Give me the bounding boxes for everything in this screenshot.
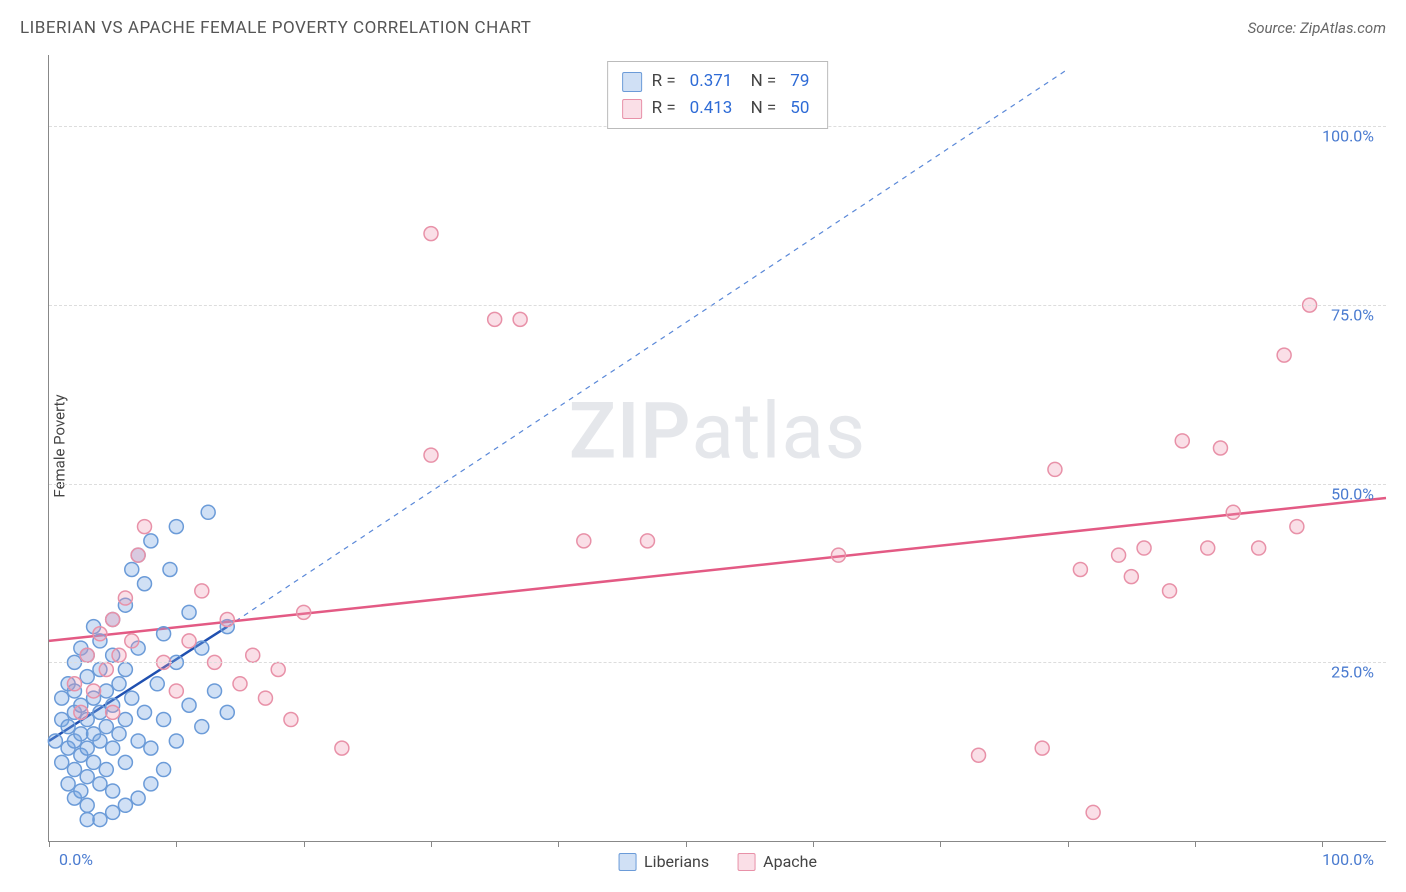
chart-source: Source: ZipAtlas.com	[1248, 19, 1386, 37]
liberians-r-value: 0.371	[690, 68, 733, 95]
y-tick-label: 75.0%	[1331, 306, 1374, 325]
x-axis-max-label: 100.0%	[1322, 850, 1374, 869]
stats-row-liberians: R = 0.371 N = 79	[622, 68, 814, 95]
x-tick	[940, 841, 941, 847]
apache-legend-swatch-icon	[737, 853, 755, 871]
x-tick	[558, 841, 559, 847]
liberians-legend-swatch-icon	[618, 853, 636, 871]
stat-n-label: N =	[746, 95, 776, 122]
chart-header: LIBERIAN VS APACHE FEMALE POVERTY CORREL…	[20, 18, 1386, 38]
stat-r-label: R =	[652, 68, 676, 95]
chart-plot-area: ZIPatlas R = 0.371 N = 79 R = 0.413 N = …	[48, 55, 1386, 842]
apache-n-value: 50	[790, 95, 809, 122]
x-tick	[304, 841, 305, 847]
gridline	[49, 305, 1386, 306]
apache-swatch-icon	[622, 99, 642, 119]
legend: Liberians Apache	[618, 852, 817, 871]
x-tick	[1195, 841, 1196, 847]
chart-title: LIBERIAN VS APACHE FEMALE POVERTY CORREL…	[20, 18, 531, 38]
x-tick	[431, 841, 432, 847]
scatter-svg	[49, 55, 1386, 841]
gridline	[49, 662, 1386, 663]
x-tick	[813, 841, 814, 847]
legend-item-liberians: Liberians	[618, 852, 709, 871]
x-tick	[49, 841, 50, 847]
stat-n-label: N =	[746, 68, 776, 95]
gridline	[49, 484, 1386, 485]
y-tick-label: 100.0%	[1322, 127, 1374, 146]
y-tick-label: 50.0%	[1331, 484, 1374, 503]
x-axis-min-label: 0.0%	[59, 850, 93, 869]
x-tick	[1322, 841, 1323, 847]
legend-item-apache: Apache	[737, 852, 817, 871]
liberians-swatch-icon	[622, 72, 642, 92]
x-tick	[1068, 841, 1069, 847]
legend-label-apache: Apache	[763, 852, 817, 871]
stat-r-label: R =	[652, 95, 676, 122]
correlation-stats-box: R = 0.371 N = 79 R = 0.413 N = 50	[607, 61, 829, 129]
apache-r-value: 0.413	[690, 95, 733, 122]
x-tick	[176, 841, 177, 847]
liberians-n-value: 79	[790, 68, 809, 95]
legend-label-liberians: Liberians	[644, 852, 709, 871]
x-tick	[686, 841, 687, 847]
y-tick-label: 25.0%	[1331, 663, 1374, 682]
stats-row-apache: R = 0.413 N = 50	[622, 95, 814, 122]
